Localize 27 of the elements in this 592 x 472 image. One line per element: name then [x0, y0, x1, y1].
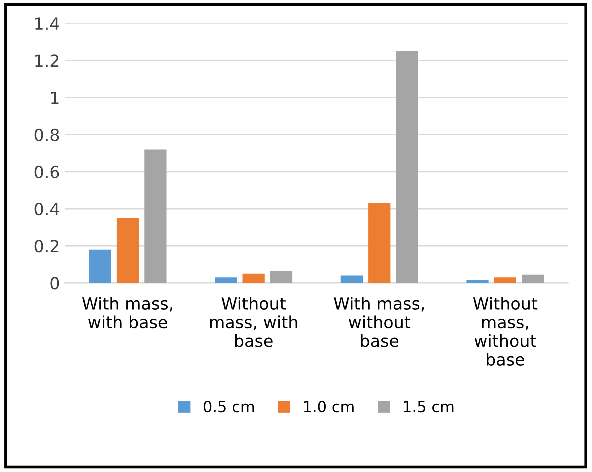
legend-label: 0.5 cm	[204, 401, 254, 413]
y-tick-label: 0.4	[34, 202, 60, 216]
y-tick-label: 0.2	[34, 240, 59, 253]
bar	[368, 203, 391, 284]
bar	[242, 274, 265, 284]
y-tick-label: 0	[50, 277, 60, 290]
y-tick-label: 0.8	[34, 128, 60, 142]
bar	[270, 271, 293, 284]
bar	[215, 278, 238, 284]
y-tick-label: 1.2	[36, 54, 59, 68]
bar	[144, 150, 167, 284]
y-tick-label: 1	[51, 92, 59, 104]
y-tick-label: 0.6	[34, 166, 60, 179]
bar	[396, 51, 418, 284]
bar	[340, 276, 364, 284]
legend-label: 1.0 cm	[304, 401, 354, 413]
bar	[466, 280, 489, 284]
bar	[116, 218, 140, 284]
x-tick-label: Without mass, with base	[210, 297, 298, 348]
x-tick-label: Without mass, without base	[473, 297, 538, 366]
x-tick-label: With mass, with base	[82, 297, 173, 329]
x-tick-label: With mass, without base	[334, 297, 424, 348]
bar	[89, 250, 112, 284]
legend-label: 1.5 cm	[404, 401, 454, 413]
bar	[522, 274, 544, 284]
bar	[494, 278, 516, 284]
y-tick-label: 1.4	[36, 18, 60, 30]
